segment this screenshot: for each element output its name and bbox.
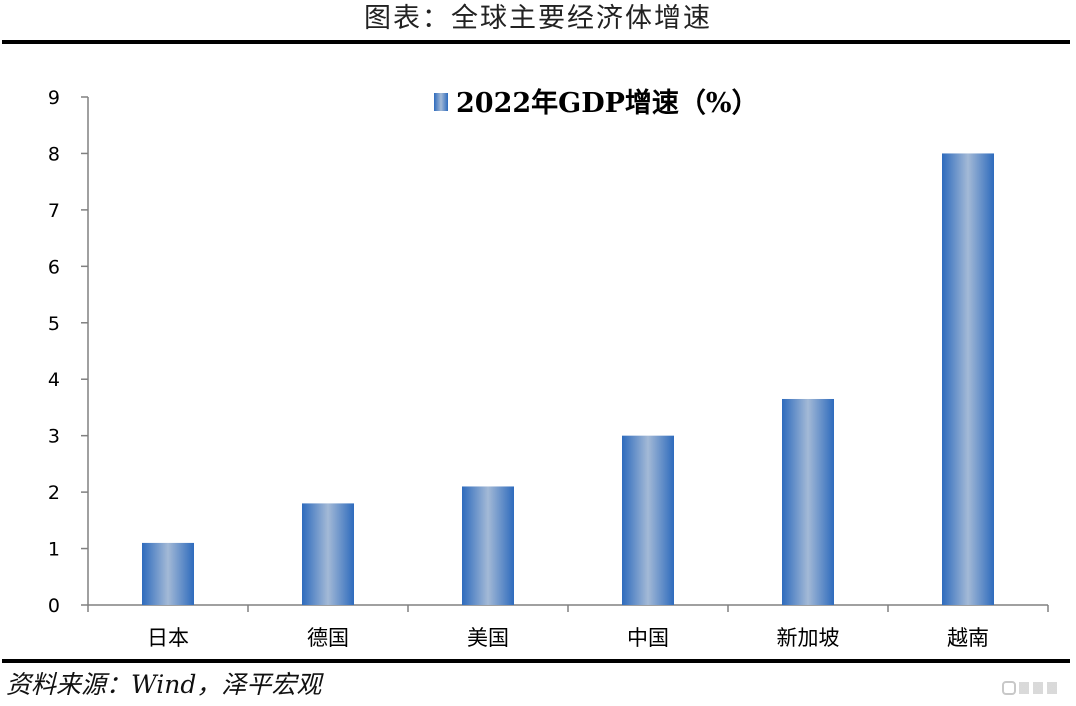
watermark-mark [1019,682,1061,694]
y-tick-label: 6 [48,256,60,278]
watermark-logo [1002,678,1066,698]
x-category-label: 日本 [147,626,189,650]
bar-5 [782,398,834,605]
x-category-label: 德国 [307,626,349,650]
y-tick-label: 5 [48,313,60,335]
bottom-rule [2,659,1070,663]
top-rule [2,40,1070,44]
bar-4 [622,435,674,605]
y-axis: 0 1 2 3 4 5 6 7 8 9 [48,87,89,617]
watermark-icon [1002,681,1016,695]
y-tick-label: 1 [48,539,60,561]
bar-2 [302,503,354,605]
source-note: 资料来源：Wind，泽平宏观 [6,670,322,699]
y-tick-label: 7 [48,200,60,222]
legend-swatch [434,93,448,111]
y-tick-label: 3 [48,426,60,448]
bar-6 [942,153,994,605]
bar-1 [142,542,194,605]
bar-3 [462,486,514,605]
y-tick-label: 0 [48,595,60,617]
x-category-label: 中国 [627,626,669,650]
y-tick-label: 4 [48,369,60,391]
x-category-label: 美国 [467,626,509,650]
y-tick-label: 2 [48,482,60,504]
x-category-label: 新加坡 [777,626,840,650]
legend-label: 2022年GDP增速（%） [456,87,759,119]
x-category-label: 越南 [947,626,989,650]
y-tick-label: 9 [48,87,60,109]
x-axis: 日本 德国 美国 中国 新加坡 越南 [87,604,1049,650]
legend: 2022年GDP增速（%） [434,87,759,119]
bars [142,153,994,605]
figure-title: 图表：全球主要经济体增速 [364,3,712,34]
y-tick-label: 8 [48,143,60,165]
